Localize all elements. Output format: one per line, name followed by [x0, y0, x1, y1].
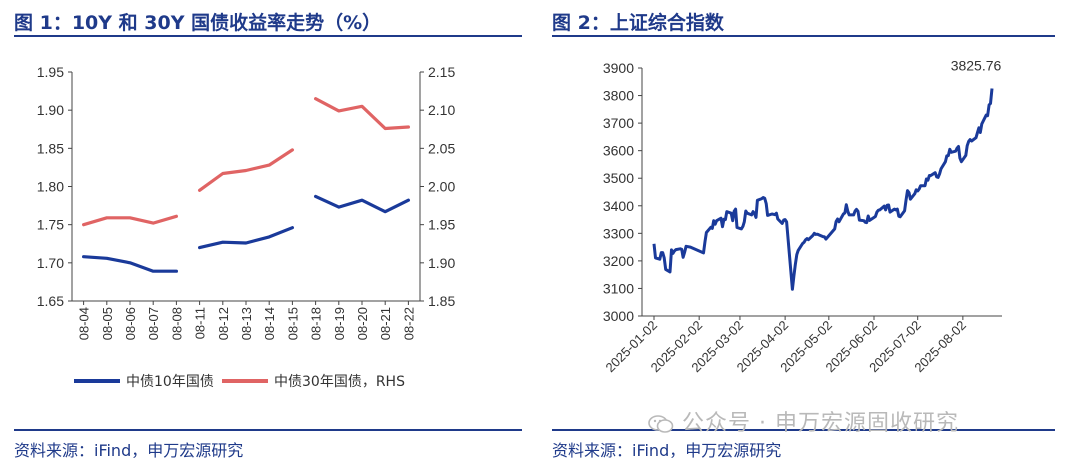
sse-index-line: [652, 88, 994, 291]
legend-item-30y: 中债30年国债，RHS: [222, 371, 405, 391]
series-line-10y: [198, 226, 294, 250]
right-y-tick-label: 2.10: [428, 102, 455, 118]
series-line-30y: [81, 214, 178, 227]
x-tick-label: 08-19: [332, 307, 347, 340]
sse-index-chart: 3000 3100 3200 3300 3400 3500 3600 3700 3800 3900…: [602, 57, 1002, 375]
x-tick-label: 08-07: [146, 307, 161, 340]
wechat-icon: [648, 415, 674, 433]
x-tick-label: 08-14: [262, 307, 277, 340]
legend-swatch-10y: [74, 379, 120, 383]
right-chart-panel: 图 2：上证综合指数 3000 3100 3200 3300 3400 3500 3600 3…: [550, 0, 1080, 467]
x-tick-label: 08-04: [77, 307, 92, 340]
x-tick-label: 08-12: [216, 307, 231, 340]
right-y-tick-label: 2.05: [428, 140, 455, 156]
left-y-tick-label: 1.75: [37, 217, 64, 233]
left-y-tick-label: 1.95: [37, 64, 64, 80]
left-title-rule: [14, 35, 522, 37]
legend-label-30y: 中债30年国债，RHS: [274, 374, 405, 390]
x-tick-label: 08-21: [378, 307, 393, 340]
legend-item-10y: 中债10年国债: [74, 371, 214, 391]
watermark: 公众号 · 申万宏源固收研究: [648, 405, 959, 437]
right-chart-title: 图 2：上证综合指数: [552, 12, 724, 34]
x-tick-label: 08-11: [193, 307, 208, 339]
y-tick-label: 3300: [603, 225, 634, 241]
y-tick-label: 3600: [603, 143, 634, 159]
x-tick-label: 08-08: [169, 307, 184, 340]
right-y-tick-label: 1.95: [428, 217, 455, 233]
right-y-tick-label: 1.85: [428, 293, 455, 309]
y-tick-label: 3400: [603, 198, 634, 214]
series-line-10y: [314, 194, 410, 214]
y-tick-label: 3700: [603, 115, 634, 131]
right-y-tick-label: 1.90: [428, 255, 455, 271]
series-line-30y: [314, 97, 410, 131]
left-y-tick-label: 1.65: [37, 293, 64, 309]
left-y-tick-label: 1.85: [37, 140, 64, 156]
left-y-tick-label: 1.70: [37, 255, 64, 271]
x-tick-label: 08-06: [123, 307, 138, 340]
legend-swatch-30y: [222, 379, 268, 383]
left-y-tick-label: 1.80: [37, 179, 64, 195]
last-value-annotation: 3825.76: [951, 57, 1002, 73]
y-tick-label: 3200: [603, 253, 634, 269]
x-tick-label: 08-22: [401, 307, 416, 340]
left-source-rule: [14, 429, 522, 431]
y-tick-label: 3500: [603, 170, 634, 186]
right-y-tick-label: 2.15: [428, 64, 455, 80]
left-y-tick-label: 1.90: [37, 102, 64, 118]
series-line-30y: [198, 148, 294, 192]
x-tick-label: 08-20: [355, 307, 370, 340]
y-tick-label: 3100: [603, 280, 634, 296]
watermark-text: 公众号 · 申万宏源固收研究: [682, 411, 959, 436]
x-tick-label: 08-13: [239, 307, 254, 340]
left-source: 资料来源：iFind，申万宏源研究: [14, 441, 244, 460]
y-tick-label: 3900: [603, 60, 634, 76]
y-tick-label: 3000: [603, 308, 634, 324]
x-tick-label: 08-18: [309, 307, 324, 340]
y-tick-label: 3800: [603, 88, 634, 104]
x-tick-label: 08-05: [100, 307, 115, 340]
bond-yield-chart: 1.65 1.70 1.75 1.80 1.85 1.90 1.95 1.85 1.90 1.95…: [37, 64, 456, 340]
series-line-10y: [81, 255, 178, 273]
legend-label-10y: 中债10年国债: [126, 374, 214, 390]
right-title-rule: [552, 35, 1055, 37]
x-tick-label: 08-15: [285, 307, 300, 340]
left-chart-panel: 图 1：10Y 和 30Y 国债收益率走势（%） 1.65 1.70 1.75 1.8…: [0, 0, 530, 467]
right-y-tick-label: 2.00: [428, 179, 455, 195]
left-chart-title: 图 1：10Y 和 30Y 国债收益率走势（%）: [14, 12, 382, 34]
right-source-rule: [552, 429, 1055, 431]
right-source: 资料来源：iFind，申万宏源研究: [552, 441, 782, 460]
